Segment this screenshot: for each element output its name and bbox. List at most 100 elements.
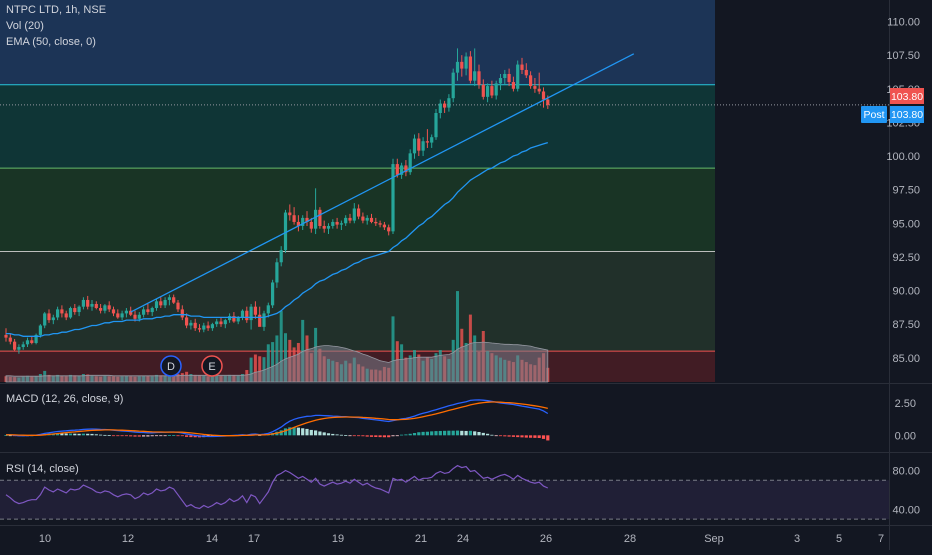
candle[interactable] [464, 52, 468, 76]
candle[interactable] [421, 137, 425, 157]
candle[interactable] [473, 48, 477, 87]
candle[interactable] [103, 303, 107, 314]
candle[interactable] [275, 258, 279, 288]
candle[interactable] [395, 158, 399, 178]
candle[interactable] [460, 55, 464, 77]
candle[interactable] [253, 301, 257, 319]
candle[interactable] [516, 60, 520, 92]
candle[interactable] [185, 313, 189, 329]
candle[interactable] [292, 207, 296, 225]
candles[interactable] [4, 48, 550, 354]
candle[interactable] [116, 309, 120, 319]
event-marker-d[interactable]: D [160, 355, 182, 377]
volume-legend[interactable]: Vol (20) [6, 20, 44, 32]
candle[interactable] [365, 215, 369, 225]
candle[interactable] [215, 318, 219, 327]
candle[interactable] [322, 220, 326, 233]
candle[interactable] [219, 317, 223, 327]
candle[interactable] [262, 310, 266, 331]
candle[interactable] [142, 306, 146, 318]
candle[interactable] [468, 51, 472, 84]
candle[interactable] [154, 298, 159, 311]
candle[interactable] [541, 87, 546, 108]
candle[interactable] [335, 217, 339, 229]
candle[interactable] [296, 215, 300, 232]
candle[interactable] [451, 68, 455, 103]
candle[interactable] [202, 322, 206, 333]
candle[interactable] [86, 295, 90, 310]
candle[interactable] [17, 344, 21, 354]
candle[interactable] [159, 297, 163, 309]
candle[interactable] [197, 324, 202, 333]
candle[interactable] [533, 78, 537, 93]
candle[interactable] [344, 215, 348, 226]
candle[interactable] [301, 215, 305, 231]
candle[interactable] [378, 220, 382, 228]
candle[interactable] [38, 324, 42, 338]
candle[interactable] [34, 333, 38, 345]
candle[interactable] [361, 212, 365, 224]
candle[interactable] [64, 310, 68, 321]
candle[interactable] [56, 306, 60, 321]
candle[interactable] [357, 204, 361, 220]
candle[interactable] [245, 306, 249, 323]
candle[interactable] [271, 279, 275, 309]
candle[interactable] [163, 297, 167, 309]
candle[interactable] [210, 322, 214, 331]
candle[interactable] [417, 133, 421, 157]
candle[interactable] [288, 204, 292, 221]
candle[interactable] [99, 303, 103, 314]
candle[interactable] [309, 217, 313, 233]
candle[interactable] [529, 71, 533, 89]
candle[interactable] [111, 306, 116, 317]
candle[interactable] [90, 299, 94, 311]
candle[interactable] [481, 79, 485, 100]
candle[interactable] [73, 303, 77, 315]
candle[interactable] [283, 209, 288, 253]
candle[interactable] [524, 63, 528, 79]
candle[interactable] [455, 48, 460, 81]
candle[interactable] [430, 134, 434, 148]
candle[interactable] [51, 314, 55, 325]
candle[interactable] [8, 333, 12, 345]
candle[interactable] [511, 76, 515, 92]
candle[interactable] [223, 318, 227, 329]
candle[interactable] [172, 294, 176, 304]
candle[interactable] [477, 64, 481, 89]
candle[interactable] [339, 220, 343, 231]
candle[interactable] [167, 294, 171, 306]
candle[interactable] [43, 312, 47, 329]
candle[interactable] [228, 313, 232, 323]
rsi-legend[interactable]: RSI (14, close) [6, 461, 79, 477]
candle[interactable] [150, 306, 154, 317]
candle[interactable] [438, 99, 442, 119]
candle[interactable] [206, 321, 210, 331]
candle[interactable] [77, 305, 81, 317]
candle[interactable] [81, 297, 85, 310]
trend-line[interactable] [130, 53, 635, 313]
candle[interactable] [498, 73, 503, 91]
candle[interactable] [486, 83, 490, 103]
candle[interactable] [408, 149, 412, 175]
candle[interactable] [25, 337, 30, 348]
candle[interactable] [352, 203, 356, 224]
candle[interactable] [425, 129, 429, 148]
candle[interactable] [404, 160, 408, 177]
candle[interactable] [124, 308, 128, 318]
event-marker-e[interactable]: E [201, 355, 223, 377]
candle[interactable] [537, 72, 541, 95]
candle[interactable] [348, 213, 352, 224]
candle[interactable] [331, 219, 335, 229]
candle[interactable] [387, 224, 391, 236]
candle[interactable] [21, 341, 25, 350]
candle[interactable] [68, 306, 73, 319]
candle[interactable] [94, 301, 98, 310]
candle[interactable] [520, 57, 524, 74]
candle[interactable] [369, 213, 374, 224]
ema-legend[interactable]: EMA (50, close, 0) [6, 36, 96, 48]
candle[interactable] [326, 223, 331, 235]
candle[interactable] [13, 338, 17, 352]
candle[interactable] [434, 108, 438, 140]
macd-legend[interactable]: MACD (12, 26, close, 9) [6, 391, 123, 407]
